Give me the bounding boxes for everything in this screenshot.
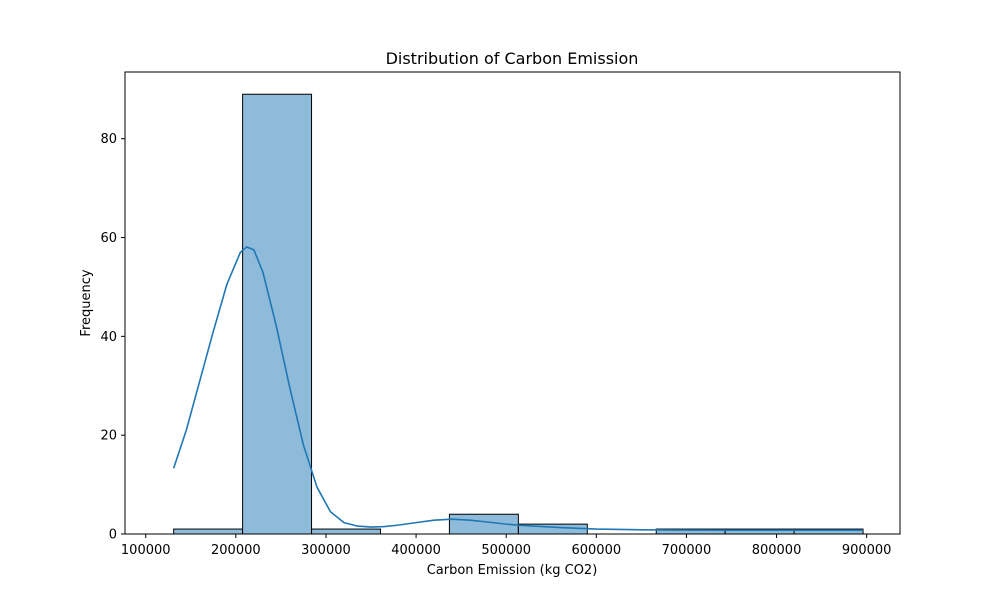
histogram-bar-1	[242, 93, 313, 535]
y-tick-label-4: 80	[100, 132, 117, 147]
x-axis-label: Carbon Emission (kg CO2)	[427, 563, 598, 578]
bars	[173, 93, 864, 535]
x-tick-label-4: 500000	[481, 543, 531, 558]
x-tick-label-8: 900000	[842, 543, 892, 558]
y-tick-label-1: 20	[100, 429, 117, 444]
x-tick-label-5: 600000	[571, 543, 621, 558]
x-tick-label-0: 100000	[121, 543, 171, 558]
y-tick-label-2: 40	[100, 330, 117, 345]
x-tick-label-1: 200000	[211, 543, 261, 558]
kde-curve	[172, 246, 864, 531]
x-tick-label-3: 400000	[391, 543, 441, 558]
x-tick-label-6: 700000	[662, 543, 712, 558]
y-axis-ticks: 0 20 40 60 80	[100, 132, 125, 543]
chart-title: Distribution of Carbon Emission	[386, 49, 639, 68]
x-axis-ticks: 100000 200000 300000 400000 500000 600000 7000…	[121, 534, 892, 558]
plot-frame	[124, 71, 901, 535]
y-tick-label-0: 0	[109, 528, 117, 543]
kde-curve-layer	[172, 246, 864, 531]
x-tick-label-7: 800000	[752, 543, 802, 558]
y-tick-label-3: 60	[100, 231, 117, 246]
x-tick-label-2: 300000	[301, 543, 351, 558]
y-axis-label: Frequency	[79, 269, 94, 336]
histogram-bar-2	[311, 528, 381, 535]
histogram-bar-0	[173, 528, 244, 535]
